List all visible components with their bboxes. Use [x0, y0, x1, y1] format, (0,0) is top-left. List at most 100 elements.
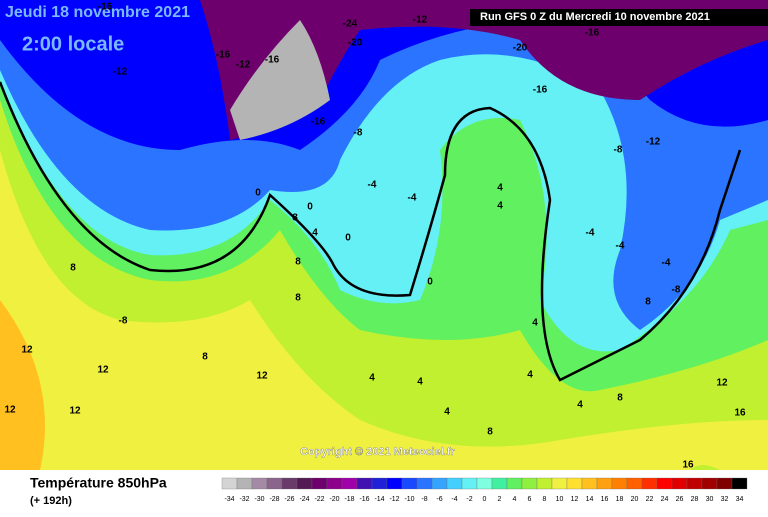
temperature-label: 4 — [577, 400, 583, 411]
legend-swatch — [416, 477, 433, 490]
temperature-label: -4 — [662, 258, 671, 269]
temperature-label: -12 — [646, 137, 661, 148]
legend-swatch — [641, 477, 658, 490]
legend-label: 26 — [676, 496, 684, 503]
legend-label: -34 — [224, 496, 234, 503]
legend-swatch — [626, 477, 643, 490]
legend-label: 32 — [721, 496, 729, 503]
legend-swatch — [536, 477, 553, 490]
temperature-label: 4 — [527, 370, 533, 381]
legend-label: 14 — [586, 496, 594, 503]
run-info: Run GFS 0 Z du Mercredi 10 novembre 2021 — [480, 11, 710, 23]
legend-label: -4 — [451, 496, 457, 503]
legend-label: -26 — [284, 496, 294, 503]
temperature-label: 8 — [487, 427, 493, 438]
forecast-date: Jeudi 18 novembre 2021 — [5, 4, 190, 21]
legend-label: 4 — [513, 496, 517, 503]
legend-label: -10 — [404, 496, 414, 503]
temperature-label: 0 — [255, 188, 261, 199]
legend-swatch — [401, 477, 418, 490]
legend-label: -32 — [239, 496, 249, 503]
legend-swatch — [431, 477, 448, 490]
temperature-label: -4 — [586, 228, 595, 239]
legend-swatch — [281, 477, 298, 490]
legend-label: -6 — [436, 496, 442, 503]
temperature-label: -16 — [98, 2, 113, 13]
legend-label: 10 — [556, 496, 564, 503]
legend-swatch — [716, 477, 733, 490]
temperature-label: -20 — [348, 38, 363, 49]
legend-label: 6 — [528, 496, 532, 503]
legend-label: 16 — [601, 496, 609, 503]
legend-label: 8 — [543, 496, 547, 503]
legend-swatch — [686, 477, 703, 490]
temperature-label: -24 — [343, 19, 358, 30]
legend-swatch — [506, 477, 523, 490]
temperature-label: 4 — [417, 377, 423, 388]
legend-swatch — [611, 477, 628, 490]
legend-swatch — [326, 477, 343, 490]
temperature-label: 8 — [202, 352, 208, 363]
footer-title: Température 850hPa — [30, 475, 167, 491]
temperature-label: 8 — [645, 297, 651, 308]
temperature-label: 4 — [497, 201, 503, 212]
legend-label: 28 — [691, 496, 699, 503]
legend-swatch — [221, 477, 238, 490]
legend-swatch — [701, 477, 718, 490]
temperature-label: -16 — [216, 50, 231, 61]
legend-label: 0 — [483, 496, 487, 503]
legend-label: 24 — [661, 496, 669, 503]
legend-label: -22 — [314, 496, 324, 503]
temperature-label: 12 — [69, 406, 81, 417]
legend-swatch — [386, 477, 403, 490]
temperature-label: 4 — [369, 373, 375, 384]
temperature-label: 12 — [97, 365, 109, 376]
legend-label: 22 — [646, 496, 654, 503]
temperature-label: -4 — [368, 180, 377, 191]
temperature-label: 4 — [312, 228, 318, 239]
legend-swatch — [521, 477, 538, 490]
footer-band — [0, 470, 768, 512]
temperature-label: -16 — [533, 85, 548, 96]
legend-swatch — [356, 477, 373, 490]
temperature-label: -8 — [614, 145, 623, 156]
legend-swatch — [296, 477, 313, 490]
temperature-label: 4 — [444, 407, 450, 418]
legend-swatch — [236, 477, 253, 490]
legend-swatch — [491, 477, 508, 490]
legend-swatch — [551, 477, 568, 490]
temperature-label: 12 — [716, 378, 728, 389]
temperature-label: 0 — [307, 202, 313, 213]
temperature-label: -20 — [513, 43, 528, 54]
temperature-label: 8 — [617, 393, 623, 404]
legend-swatch — [476, 477, 493, 490]
legend-label: 2 — [498, 496, 502, 503]
temperature-label: 0 — [427, 277, 433, 288]
legend-swatch — [581, 477, 598, 490]
temperature-label: -12 — [413, 15, 428, 26]
temperature-label: 8 — [295, 257, 301, 268]
legend-swatch — [266, 477, 283, 490]
forecast-time: 2:00 locale — [22, 33, 124, 55]
warm-area — [0, 300, 45, 470]
legend-label: -18 — [344, 496, 354, 503]
legend-swatch — [671, 477, 688, 490]
temperature-label: 12 — [256, 371, 268, 382]
legend-swatch — [596, 477, 613, 490]
legend-label: -12 — [389, 496, 399, 503]
temperature-label: -12 — [113, 67, 128, 78]
temperature-label: -8 — [354, 128, 363, 139]
temperature-label: -4 — [408, 193, 417, 204]
legend-label: 20 — [631, 496, 639, 503]
legend-label: 34 — [736, 496, 744, 503]
temperature-label: 4 — [497, 183, 503, 194]
legend-swatch — [251, 477, 268, 490]
legend-swatch — [311, 477, 328, 490]
temperature-label: 8 — [292, 213, 298, 224]
legend-label: 30 — [706, 496, 714, 503]
temperature-label: 8 — [70, 263, 76, 274]
temperature-label: 0 — [345, 233, 351, 244]
temperature-label: -16 — [585, 28, 600, 39]
forecast-hour: (+ 192h) — [30, 495, 72, 507]
